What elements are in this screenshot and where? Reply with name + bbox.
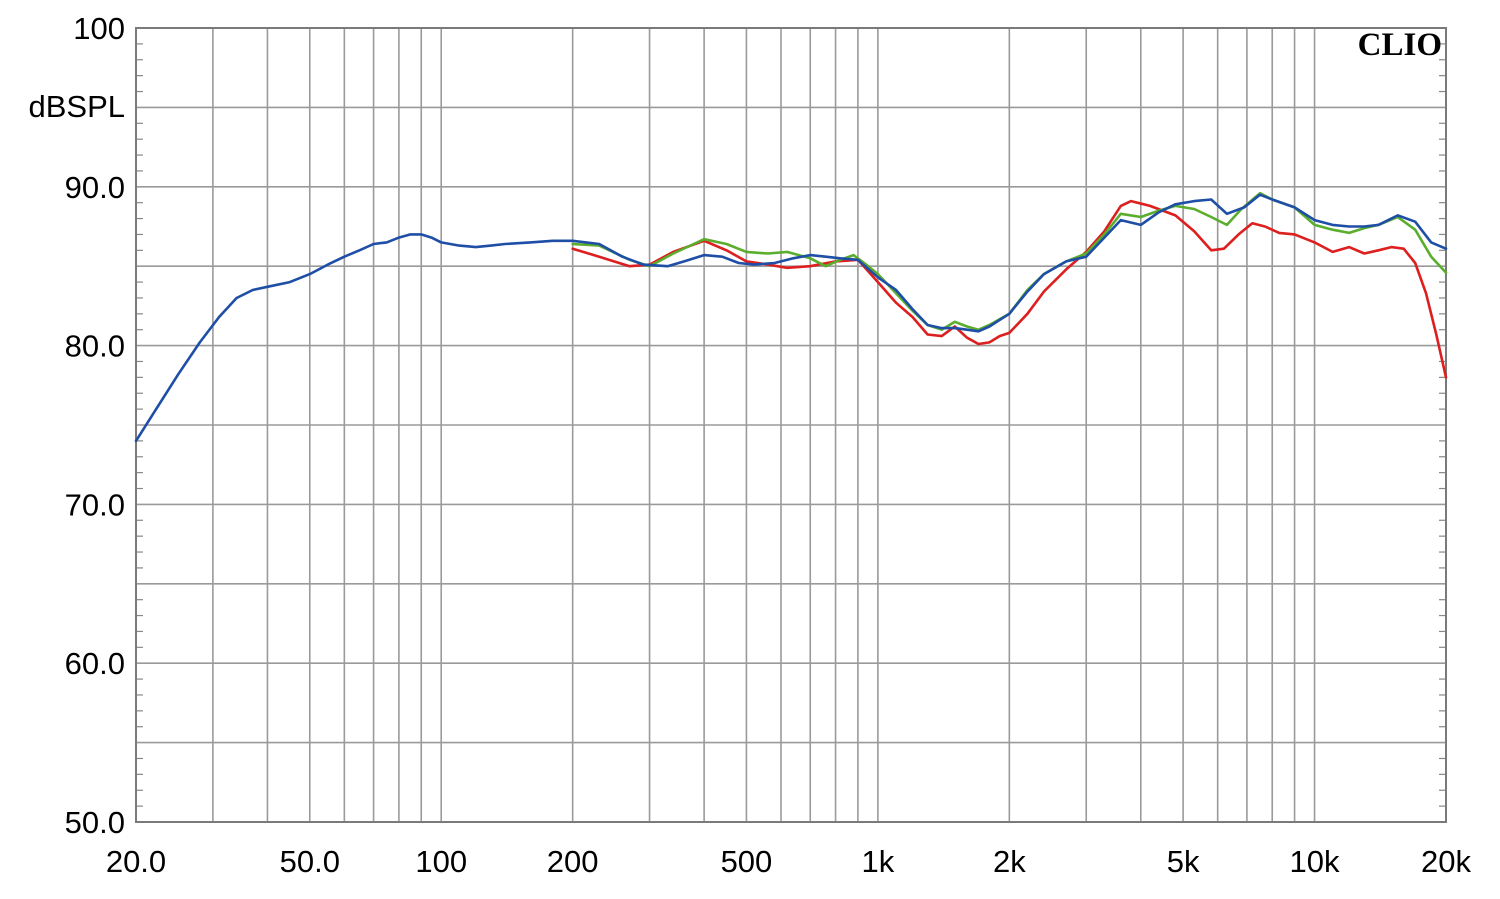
y-axis-label: dBSPL: [28, 89, 125, 124]
y-tick-labels: 100 90.0 80.0 70.0 60.0 50.0: [65, 11, 125, 840]
x-tick-label: 1k: [862, 844, 895, 879]
x-tick-label: 5k: [1167, 844, 1200, 879]
x-tick-label: 50.0: [280, 844, 340, 879]
series-lines: [134, 191, 1448, 443]
plot-frame: [135, 27, 1447, 823]
minor-ticks: [136, 43, 1446, 807]
series-line: [571, 199, 1448, 379]
x-tick-label: 2k: [993, 844, 1026, 879]
y-tick-label: 60.0: [65, 646, 125, 681]
y-tick-label: 80.0: [65, 329, 125, 364]
x-tick-label: 500: [721, 844, 773, 879]
brand-logo: CLIO: [1358, 27, 1442, 63]
x-tick-label: 200: [547, 844, 599, 879]
y-tick-label: 70.0: [65, 487, 125, 522]
y-tick-label: 50.0: [65, 805, 125, 840]
series-line: [134, 193, 1448, 443]
x-tick-label: 100: [415, 844, 467, 879]
x-tick-label: 20k: [1421, 844, 1471, 879]
x-tick-label: 10k: [1290, 844, 1340, 879]
y-tick-label: 100: [73, 11, 125, 46]
x-tick-labels: 20.0 50.0 100 200 500 1k 2k 5k 10k 20k: [106, 844, 1472, 879]
y-tick-label: 90.0: [65, 170, 125, 205]
grid-lines: [136, 28, 1446, 822]
x-tick-label: 20.0: [106, 844, 166, 879]
